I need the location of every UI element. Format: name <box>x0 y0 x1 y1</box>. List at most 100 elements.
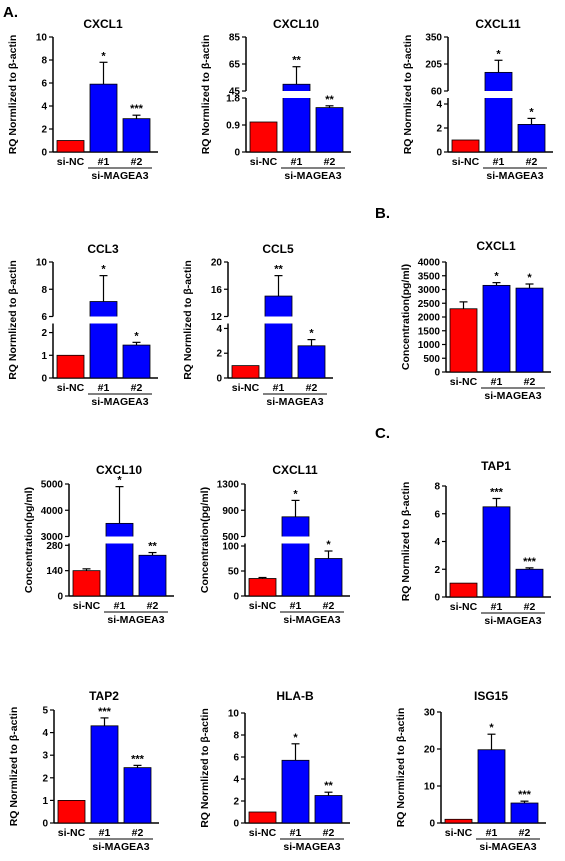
bar-si-magea3-2 <box>122 344 151 379</box>
y-tick-label: 0 <box>42 819 48 830</box>
y-tick-label: 205 <box>425 60 442 71</box>
y-tick-label: 0 <box>216 374 222 385</box>
y-tick-label: 2 <box>434 565 440 576</box>
y-tick-label: 2 <box>216 349 222 360</box>
y-tick-label: 8 <box>41 56 47 67</box>
x-tick-label: #1 <box>273 382 285 394</box>
y-tick-label: 1 <box>41 351 47 362</box>
bar-si-magea3-2 <box>517 124 546 153</box>
y-axis-label: RQ Normlized to β-actin <box>8 707 20 827</box>
y-tick-label: 2 <box>233 797 239 808</box>
bar-si-magea3-1 <box>482 284 511 373</box>
significance-mark: ** <box>325 94 334 106</box>
y-tick-label: 50 <box>228 567 240 578</box>
y-tick-label: 4 <box>434 537 440 548</box>
y-tick-label: 85 <box>229 33 241 44</box>
y-tick-label: 4 <box>216 324 222 335</box>
bar-si-nc <box>451 139 480 153</box>
y-tick-label: 2 <box>41 328 47 339</box>
x-tick-label: si-NC <box>73 600 101 612</box>
x-tick-label: #2 <box>131 156 143 168</box>
y-tick-label: 0 <box>429 819 435 830</box>
group-label: si-MAGEA3 <box>91 396 148 408</box>
y-tick-label: 0 <box>234 148 240 159</box>
significance-mark: *** <box>523 556 537 568</box>
y-tick-label: 10 <box>424 782 436 793</box>
chart-title: CXCL1 <box>476 239 516 253</box>
y-tick-label: 2 <box>42 773 48 784</box>
bar-si-nc <box>231 365 260 379</box>
y-tick-label: 0 <box>434 593 440 604</box>
y-axis-label: Concentration(pg/ml) <box>23 487 35 593</box>
bar-si-nc <box>56 140 85 153</box>
panel-label-c: C. <box>375 425 390 442</box>
y-tick-label: 0 <box>436 148 442 159</box>
bar-si-magea3-1 <box>281 759 310 824</box>
x-tick-label: #2 <box>519 827 531 839</box>
significance-mark: * <box>117 475 122 487</box>
chart-title: CXCL10 <box>96 463 142 477</box>
significance-mark: *** <box>130 103 144 115</box>
significance-mark: * <box>529 106 534 118</box>
y-tick-label: 65 <box>229 60 241 71</box>
panel-label-b: B. <box>375 205 390 222</box>
y-tick-label: 4 <box>41 102 47 113</box>
x-tick-label: #2 <box>524 601 536 613</box>
x-tick-label: #2 <box>323 827 335 839</box>
bar-si-nc <box>248 811 277 824</box>
chart-title: ISG15 <box>474 689 508 703</box>
x-tick-label: si-NC <box>452 156 480 168</box>
y-tick-label: 2000 <box>418 313 441 324</box>
x-tick-label: #2 <box>324 156 336 168</box>
group-label: si-MAGEA3 <box>484 390 541 402</box>
chart-title: TAP1 <box>481 459 511 473</box>
y-tick-label: 20 <box>211 258 223 269</box>
bar-si-nc <box>449 582 478 598</box>
y-tick-label: 5000 <box>41 480 64 491</box>
y-axis-label: Concentration(pg/ml) <box>199 487 211 593</box>
y-tick-label: 1500 <box>418 326 441 337</box>
bar-si-magea3-1 <box>484 71 513 153</box>
axis-break-band <box>105 536 134 544</box>
bar-si-magea3-1 <box>105 522 134 597</box>
y-tick-label: 10 <box>36 33 48 44</box>
chart-cxcl11_rq: CXCL11 RQ Normlized to β-actin 0 2 4 60 205 350… <box>402 17 553 182</box>
significance-mark: * <box>101 264 106 276</box>
chart-title: CXCL1 <box>83 17 123 31</box>
y-tick-label: 6 <box>41 79 47 90</box>
x-tick-label: #1 <box>491 376 503 388</box>
x-tick-label: #1 <box>291 156 303 168</box>
significance-mark: * <box>134 330 139 342</box>
x-tick-label: #2 <box>306 382 318 394</box>
y-tick-label: 500 <box>423 354 440 365</box>
group-label: si-MAGEA3 <box>107 614 164 626</box>
y-tick-label: 0 <box>233 819 239 830</box>
y-tick-label: 0 <box>41 374 47 385</box>
chart-title: CCL5 <box>262 242 294 256</box>
y-axis-label: RQ Normlized to β-actin <box>7 260 19 380</box>
chart-title: HLA-B <box>276 689 314 703</box>
y-tick-label: 20 <box>424 745 436 756</box>
group-label: si-MAGEA3 <box>479 841 536 853</box>
x-tick-label: si-NC <box>57 382 85 394</box>
x-tick-label: #1 <box>98 156 110 168</box>
bar-si-nc <box>248 578 277 597</box>
x-tick-label: si-NC <box>232 382 260 394</box>
axis-break-band <box>264 316 293 324</box>
bar-si-magea3-2 <box>314 795 343 824</box>
y-tick-label: 0 <box>57 592 63 603</box>
x-tick-label: si-NC <box>249 600 277 612</box>
bar-si-magea3-2 <box>122 118 151 153</box>
bar-si-magea3-1 <box>264 295 293 379</box>
x-tick-label: #1 <box>486 827 498 839</box>
y-tick-label: 45 <box>229 87 241 98</box>
bar-si-nc <box>57 800 86 824</box>
significance-mark: ** <box>324 780 333 792</box>
group-label: si-MAGEA3 <box>283 841 340 853</box>
axis-break-band <box>281 536 310 544</box>
chart-title: CCL3 <box>87 242 119 256</box>
group-label: si-MAGEA3 <box>284 170 341 182</box>
